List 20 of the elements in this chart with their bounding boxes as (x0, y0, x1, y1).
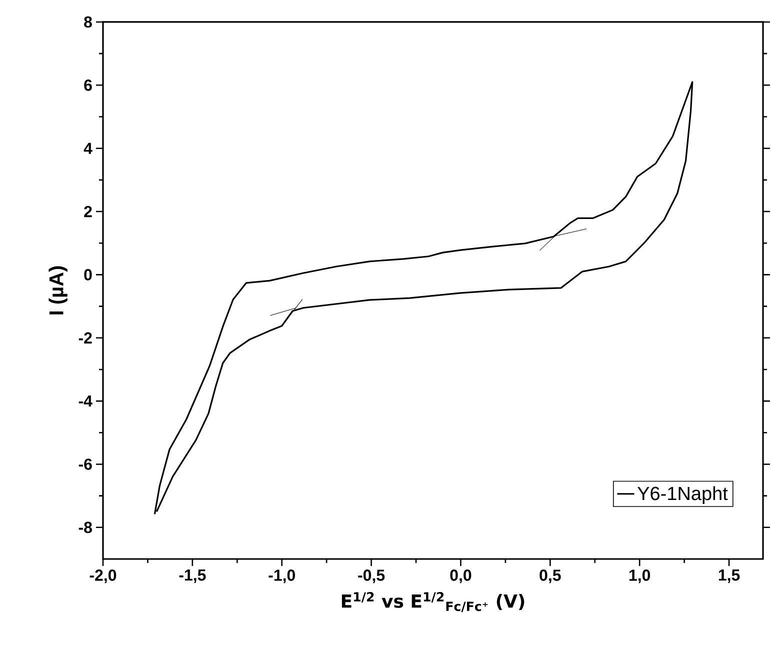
y-tick-label: -6 (78, 458, 92, 470)
x-tick-label: -1,5 (179, 570, 206, 584)
x-tick-label: -0,5 (358, 570, 385, 584)
x-tick-label: 1,5 (718, 570, 740, 584)
y-tick-label: -8 (78, 522, 92, 534)
x-tick-label: 1,0 (629, 570, 650, 584)
y-tick-label: 4 (84, 142, 92, 154)
x-axis-title: E$^{1/2}$ vs E$^{1/2}$$_{Fc/Fc⁺}$ (V) (342, 592, 524, 612)
legend-label: Y6-1Napht (637, 486, 728, 504)
x-tick-label: 0,5 (540, 570, 561, 584)
x-tick-label: -2,0 (90, 570, 116, 584)
x-tick-label: 0,0 (450, 570, 472, 584)
y-tick-label: 8 (84, 16, 92, 28)
y-axis-title: I (µA) (48, 266, 68, 314)
y-tick-label: 0 (84, 269, 92, 280)
y-tick-label: 6 (84, 80, 92, 91)
y-tick-label: 2 (84, 206, 92, 218)
x-tick-label: -1,0 (268, 570, 295, 584)
y-tick-label: -2 (78, 332, 92, 344)
y-tick-label: -4 (78, 396, 92, 407)
